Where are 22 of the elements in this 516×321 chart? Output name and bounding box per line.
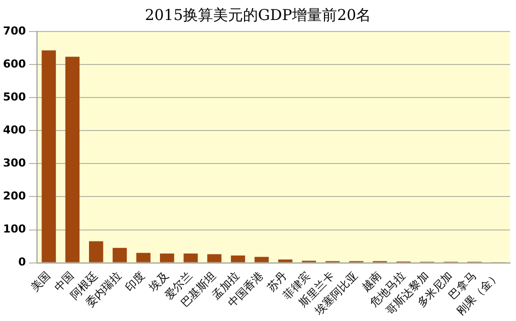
bar bbox=[278, 259, 292, 262]
bar bbox=[160, 254, 174, 262]
bar bbox=[136, 252, 150, 262]
y-tick-label: 700 bbox=[2, 24, 26, 38]
bar bbox=[65, 56, 80, 262]
bar bbox=[207, 254, 222, 262]
y-tick-label: 300 bbox=[2, 156, 26, 170]
bar bbox=[112, 248, 127, 262]
y-tick-label: 500 bbox=[2, 90, 26, 104]
y-tick-label: 0 bbox=[18, 256, 26, 269]
x-tick-label: 美国 bbox=[28, 269, 53, 294]
y-tick-label: 100 bbox=[2, 222, 26, 236]
bar bbox=[254, 256, 269, 262]
x-tick-label: 印度 bbox=[122, 269, 148, 294]
chart-title: 2015换算美元的GDP增量前20名 bbox=[144, 6, 372, 25]
y-tick-label: 200 bbox=[2, 190, 26, 203]
y-tick-label: 400 bbox=[2, 124, 26, 137]
bar bbox=[184, 254, 198, 262]
bar bbox=[230, 256, 246, 262]
y-tick-label: 600 bbox=[2, 57, 26, 70]
bar bbox=[88, 241, 104, 262]
bar bbox=[42, 50, 56, 262]
